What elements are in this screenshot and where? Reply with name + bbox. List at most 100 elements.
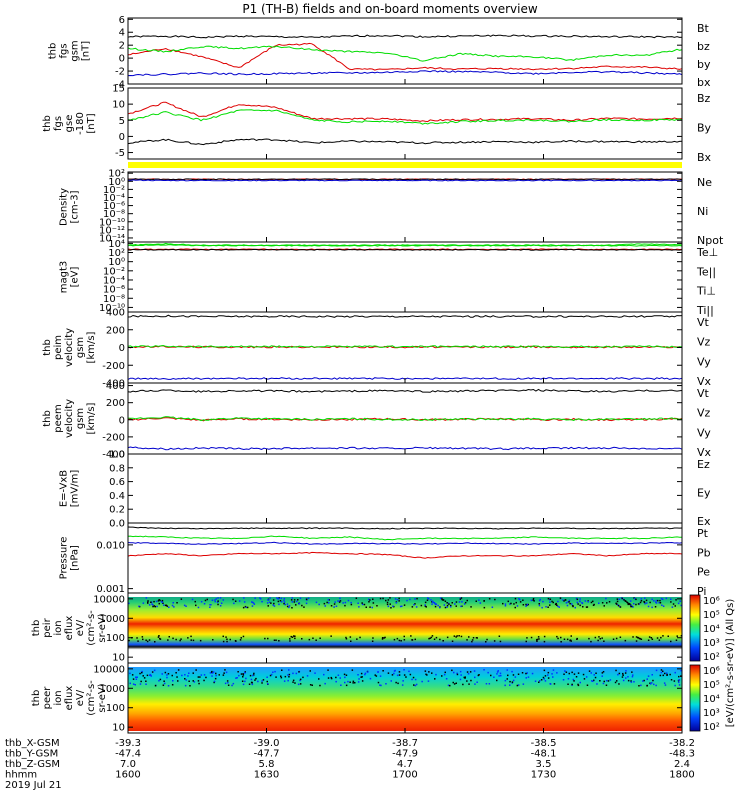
noise-dot (576, 598, 579, 601)
noise-dot (571, 683, 573, 686)
noise-dot (222, 635, 224, 638)
noise-dot (299, 597, 302, 599)
noise-dot (547, 677, 550, 679)
noise-dot (573, 673, 576, 675)
noise-dot (468, 636, 470, 638)
noise-dot (460, 597, 463, 599)
noise-dot (425, 673, 427, 676)
noise-dot (215, 598, 217, 600)
noise-dot (180, 598, 183, 600)
y-tick-label: 15 (112, 84, 125, 95)
y-tick-label: 0.4 (109, 491, 125, 502)
noise-dot (551, 673, 553, 675)
y-tick-label: 0.010 (96, 540, 125, 551)
noise-dot (662, 635, 664, 637)
noise-dot (646, 678, 648, 680)
noise-dot (582, 673, 585, 676)
noise-dot (172, 680, 174, 682)
noise-dot (260, 598, 262, 600)
noise-dot (379, 684, 381, 686)
panel-7: 1.0 0.8 0.6 0.4 0.2 0.0 E=-VxB [mV/m] Ez Ey Ex (59, 450, 711, 530)
y-axis-label: thb (42, 115, 53, 132)
quality-flag-bar (128, 162, 682, 168)
noise-dot (588, 637, 590, 640)
noise-dot (135, 676, 137, 678)
y-axis-label: gse (64, 115, 75, 133)
noise-dot (477, 674, 480, 677)
noise-dot (242, 683, 245, 686)
noise-dot (612, 638, 615, 640)
noise-dot (395, 602, 398, 604)
noise-dot (563, 673, 565, 675)
noise-dot (175, 672, 177, 674)
noise-dot (630, 605, 632, 608)
y-tick-label: 10⁰ (108, 257, 125, 268)
legend-entry: Ti⊥ (696, 285, 716, 298)
noise-dot (194, 600, 196, 603)
noise-dot (549, 601, 551, 603)
y-axis-label: magt3 (59, 261, 70, 294)
noise-dot (602, 682, 605, 685)
noise-dot (217, 603, 219, 606)
noise-dot (672, 603, 675, 605)
noise-dot (579, 681, 581, 684)
noise-dot (599, 680, 601, 682)
noise-dot (267, 637, 269, 640)
noise-dot (585, 606, 588, 608)
noise-dot (642, 680, 644, 682)
noise-dot (140, 680, 142, 683)
noise-dot (399, 605, 402, 608)
noise-dot (539, 598, 541, 601)
y-tick-label: -4 (115, 80, 125, 91)
noise-dot (195, 604, 197, 607)
noise-dot (661, 598, 664, 600)
noise-dot (408, 670, 410, 673)
noise-dot (224, 682, 227, 685)
noise-dot (649, 683, 652, 685)
noise-dot (239, 639, 242, 641)
noise-dot (579, 600, 581, 603)
noise-dot (652, 679, 654, 682)
noise-dot (142, 602, 145, 604)
noise-dot (674, 605, 676, 607)
noise-dot (475, 600, 477, 602)
noise-dot (296, 600, 298, 603)
noise-dot (655, 601, 657, 603)
noise-dot (467, 673, 470, 675)
noise-dot (254, 679, 256, 681)
noise-dot (357, 602, 359, 604)
noise-dot (639, 601, 642, 604)
noise-dot (667, 635, 669, 637)
series-line (127, 138, 683, 146)
x-row-label: thb_X-GSM (5, 738, 60, 749)
x-tick-label: -47.9 (392, 749, 418, 760)
noise-dot (308, 638, 311, 641)
noise-dot (235, 640, 237, 642)
noise-dot (567, 683, 569, 685)
noise-dot (619, 636, 622, 638)
noise-dot (490, 674, 492, 677)
noise-dot (439, 638, 441, 641)
noise-dot (280, 601, 283, 603)
noise-dot (312, 637, 314, 639)
noise-dot (522, 599, 524, 601)
noise-dot (582, 606, 584, 608)
noise-dot (623, 599, 625, 601)
noise-dot (460, 605, 462, 608)
noise-dot (188, 672, 190, 674)
noise-dot (647, 675, 650, 677)
noise-dot (289, 640, 291, 642)
noise-dot (671, 606, 674, 608)
noise-dot (349, 681, 351, 683)
noise-dot (215, 674, 217, 677)
noise-dot (678, 675, 680, 678)
noise-dot (152, 605, 154, 608)
noise-dot (435, 603, 437, 606)
noise-dot (449, 684, 451, 687)
noise-dot (238, 674, 240, 677)
legend-entry: bz (697, 40, 710, 53)
series-line (127, 314, 683, 318)
noise-dot (552, 669, 555, 671)
x-axis-annotation: -39.3-47.47.01600-39.0-47.75.81630-38.7-… (5, 79, 695, 791)
legend-entry: Bx (697, 151, 712, 164)
